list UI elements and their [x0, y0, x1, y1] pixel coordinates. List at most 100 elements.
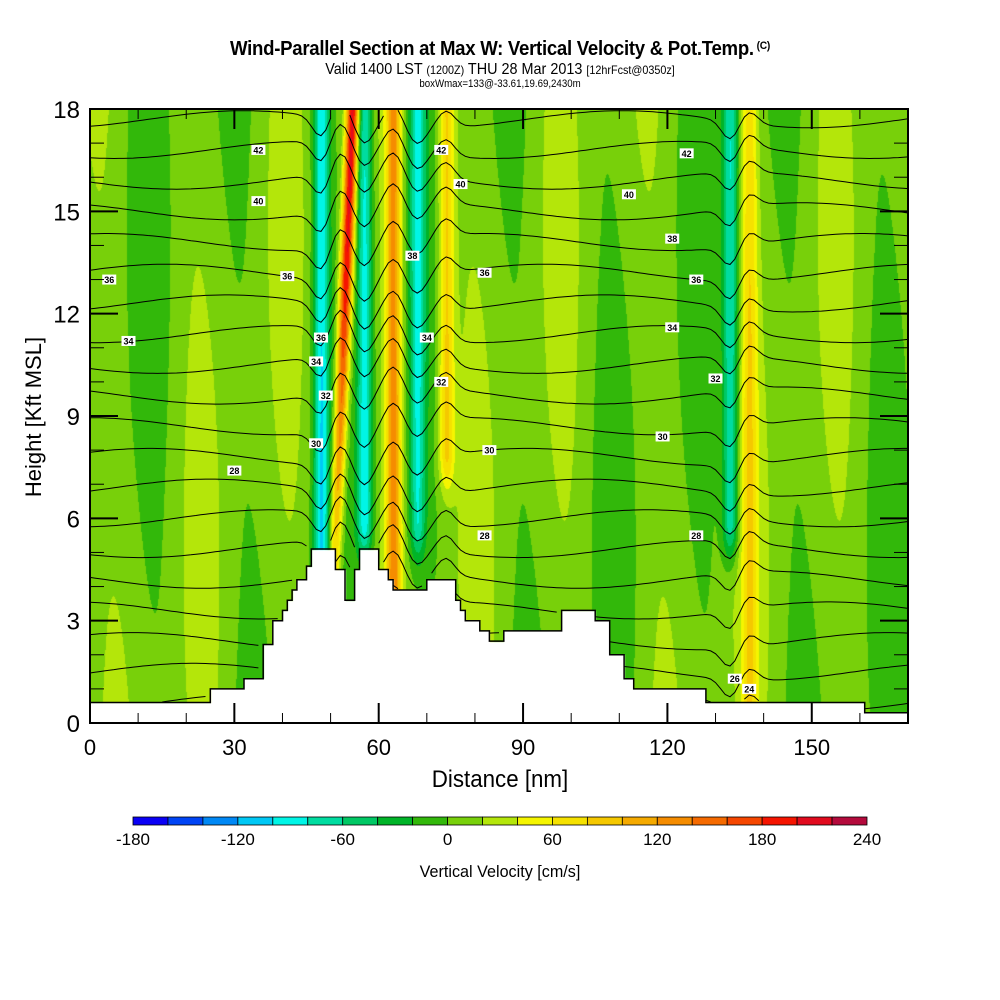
theta-contour-24 [162, 694, 909, 710]
contour-label-bg [318, 390, 333, 401]
zulu-time-text: (1200Z) [426, 63, 465, 77]
contour-label-bg [121, 335, 136, 346]
y-tick-label: 18 [53, 97, 80, 124]
contour-label-text: 34 [123, 336, 133, 346]
theta-contour-35 [89, 337, 909, 379]
contour-label: 32 [318, 390, 333, 401]
colorbar-segment [167, 816, 204, 826]
contour-label-text: 24 [744, 684, 754, 694]
vertical-velocity-field [90, 109, 908, 723]
contour-label: 42 [251, 144, 266, 155]
copyright-mark: (C) [756, 40, 771, 52]
contour-label-bg [419, 332, 434, 343]
colorbar-segment [132, 816, 169, 826]
colorbar-segment [796, 816, 833, 826]
contour-label: 36 [689, 274, 704, 285]
chart-title: Wind-Parallel Section at Max W: Vertical… [35, 38, 965, 61]
contour-labels: 42 40 36 34 36 36 34 32 30 28 42 40 38 36 34 32 30 28 40 38… [102, 144, 757, 694]
theta-contour-30 [89, 495, 909, 542]
contour-label-bg [679, 148, 694, 159]
contour-label: 34 [665, 322, 680, 333]
contour-label-text: 36 [104, 275, 114, 285]
theta-contour-31 [89, 473, 909, 516]
colorbar-tick-label: 120 [643, 830, 671, 849]
contour-label-bg [102, 274, 117, 285]
date-text: THU 28 Mar 2013 [464, 61, 587, 78]
contour-label-bg [727, 673, 742, 684]
contour-label-bg [689, 274, 704, 285]
y-tick-label: 9 [67, 404, 80, 431]
colorbar-tick-label: 240 [853, 830, 881, 849]
x-tick-label: 0 [84, 735, 96, 760]
contour-label-text: 36 [691, 275, 701, 285]
colorbar-tick-label: -120 [221, 830, 255, 849]
contour-label-bg [665, 233, 680, 244]
theta-contour-36 [89, 309, 909, 356]
contour-label-bg [434, 376, 449, 387]
contour-label-text: 28 [480, 531, 490, 541]
colorbar-segment [831, 816, 868, 826]
x-tick-label: 90 [511, 735, 535, 760]
colorbar-segment [726, 816, 763, 826]
contour-label: 42 [434, 144, 449, 155]
colorbar-segment [621, 816, 658, 826]
contour-label-bg [405, 250, 420, 261]
contour-label-bg [251, 196, 266, 207]
contour-label: 38 [405, 250, 420, 261]
colorbar-tick-label: 0 [443, 830, 452, 849]
contour-label-text: 42 [682, 149, 692, 159]
y-tick-label: 15 [53, 199, 80, 226]
contour-label-bg [280, 271, 295, 282]
theta-contour-26 [89, 632, 909, 667]
colorbar-segment [342, 816, 379, 826]
contour-label-text: 32 [711, 374, 721, 384]
contour-label: 32 [434, 376, 449, 387]
forecast-text: [12hrFcst@0350z] [586, 63, 675, 77]
contour-label: 36 [477, 267, 492, 278]
chart-subtitle: Valid 1400 LST (1200Z) THU 28 Mar 2013 [… [50, 61, 950, 79]
colorbar-segment [517, 816, 553, 826]
title-text: Wind-Parallel Section at Max W: Vertical… [230, 38, 754, 60]
theta-contour-25 [89, 662, 909, 698]
contour-label: 34 [309, 356, 324, 367]
y-tick-label: 6 [67, 506, 80, 533]
contour-label-bg [477, 530, 492, 541]
contour-label-text: 32 [321, 391, 331, 401]
colorbar: -180 -120 -60 0 60 120 180 240 [116, 816, 881, 849]
theta-contour-37 [89, 286, 909, 330]
contour-label-bg [689, 530, 704, 541]
contour-label-text: 36 [316, 333, 326, 343]
contour-label: 38 [665, 233, 680, 244]
contour-label-bg [665, 322, 680, 333]
contour-label: 36 [280, 271, 295, 282]
contour-label-bg [309, 356, 324, 367]
contour-label-text: 26 [730, 674, 740, 684]
theta-contour-41 [89, 152, 909, 194]
plot-frame [89, 108, 909, 724]
y-tick-label: 3 [67, 609, 80, 636]
contour-label: 28 [477, 530, 492, 541]
theta-contour-39 [89, 218, 909, 270]
theta-contour-43 [89, 109, 909, 144]
colorbar-segment [307, 816, 344, 826]
contour-label-text: 32 [436, 377, 446, 387]
y-tick-label: 0 [67, 711, 80, 738]
x-tick-label: 60 [366, 735, 390, 760]
contour-label-text: 38 [667, 234, 677, 244]
colorbar-segment [656, 816, 693, 826]
colorbar-segment [202, 816, 239, 826]
contour-label-text: 34 [667, 323, 677, 333]
contour-label-text: 28 [229, 466, 239, 476]
x-axis-label: Distance [nm] [431, 766, 569, 793]
contour-label-bg [309, 438, 324, 449]
contour-label-bg [251, 144, 266, 155]
box-wmax-info: boxWmax=133@-33.61,19.69,2430m [419, 78, 581, 90]
colorbar-segment [412, 816, 448, 826]
contour-label-text: 30 [658, 432, 668, 442]
contour-label: 30 [309, 438, 324, 449]
theta-contour-28 [89, 550, 909, 591]
contour-label: 30 [655, 431, 670, 442]
contour-label-bg [313, 332, 328, 343]
contour-label-text: 40 [624, 190, 634, 200]
